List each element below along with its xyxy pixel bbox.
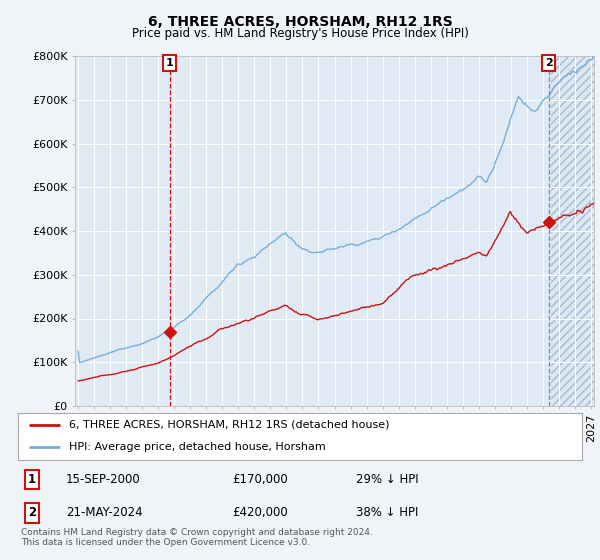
Text: 21-MAY-2024: 21-MAY-2024 [66,506,143,519]
Bar [551,56,594,406]
Text: 1: 1 [166,58,173,68]
Text: 2: 2 [28,506,36,519]
Text: 38% ↓ HPI: 38% ↓ HPI [356,506,419,519]
Text: 1: 1 [28,473,36,486]
Text: 6, THREE ACRES, HORSHAM, RH12 1RS (detached house): 6, THREE ACRES, HORSHAM, RH12 1RS (detac… [69,419,389,430]
Text: 15-SEP-2000: 15-SEP-2000 [66,473,140,486]
Text: Contains HM Land Registry data © Crown copyright and database right 2024.
This d: Contains HM Land Registry data © Crown c… [21,528,373,547]
Bar [551,56,594,406]
Text: 2: 2 [545,58,553,68]
Text: Price paid vs. HM Land Registry's House Price Index (HPI): Price paid vs. HM Land Registry's House … [131,27,469,40]
Text: £170,000: £170,000 [232,473,288,486]
Text: 29% ↓ HPI: 29% ↓ HPI [356,473,419,486]
Text: 6, THREE ACRES, HORSHAM, RH12 1RS: 6, THREE ACRES, HORSHAM, RH12 1RS [148,15,452,29]
Text: HPI: Average price, detached house, Horsham: HPI: Average price, detached house, Hors… [69,442,326,452]
Text: £420,000: £420,000 [232,506,288,519]
